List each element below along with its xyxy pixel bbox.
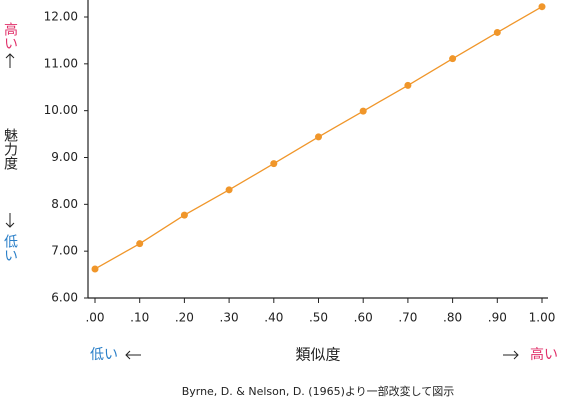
y-high-label: 高い (2, 21, 18, 50)
x-tick-label: .30 (220, 311, 239, 325)
x-low-label: 低い (90, 347, 118, 363)
x-axis-label: 類似度 (295, 346, 340, 364)
x-tick-label: .60 (354, 311, 373, 325)
x-tick-label: .00 (85, 311, 104, 325)
y-tick-label: 7.00 (51, 244, 78, 258)
x-tick-label: .90 (488, 311, 507, 325)
x-tick-label: .10 (130, 311, 149, 325)
y-tick-label: 10.00 (44, 103, 78, 117)
data-point (136, 240, 144, 248)
data-point (91, 265, 99, 273)
data-point (404, 81, 412, 89)
data-point (493, 28, 501, 36)
x-tick-label: 1.00 (529, 311, 556, 325)
x-tick-label: .40 (264, 311, 283, 325)
y-tick-label: 9.00 (51, 150, 78, 164)
arrow-down (5, 213, 15, 228)
data-point (315, 133, 322, 141)
caption: Byrne, D. & Nelson, D. (1965)より一部改変して図示 (182, 384, 455, 398)
data-point (270, 160, 278, 168)
arrow-right (503, 350, 519, 360)
arrow-left (125, 350, 141, 360)
x-high-label: 高い (530, 346, 558, 363)
x-tick-label: .80 (443, 311, 462, 325)
data-point (225, 186, 233, 194)
data-point (359, 107, 367, 115)
y-tick-label: 8.00 (51, 197, 78, 211)
arrow-up (5, 53, 15, 68)
x-tick-label: .70 (398, 311, 417, 325)
data-point (449, 55, 457, 63)
y-tick-label: 6.00 (51, 291, 78, 305)
x-tick-label: .20 (175, 311, 194, 325)
y-axis-label: 魅力度 (2, 128, 18, 170)
data-point (538, 3, 546, 11)
y-tick-label: 11.00 (44, 56, 78, 70)
x-tick-label: .50 (309, 311, 328, 325)
data-point (180, 211, 188, 219)
y-low-label: 低い (2, 234, 18, 262)
y-tick-label: 12.00 (44, 10, 78, 24)
